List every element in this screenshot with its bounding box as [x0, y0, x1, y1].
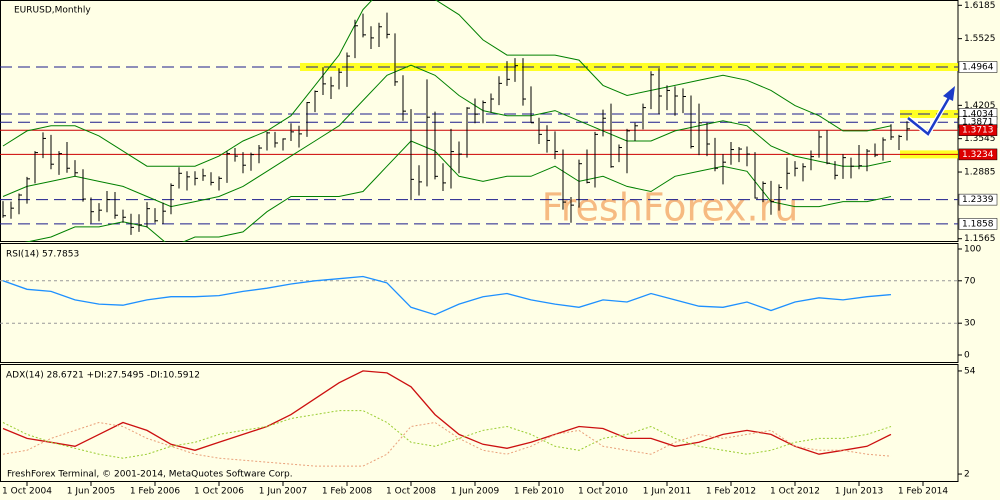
pane-plot — [0, 0, 958, 242]
pane-plot — [2, 370, 892, 467]
level-box — [958, 124, 998, 136]
y-tick-label: 70 — [964, 276, 976, 286]
x-tick-label: 1 Oct 2004 — [2, 487, 52, 497]
x-tick-label: 1 Feb 2010 — [514, 487, 565, 497]
bollinger-band — [2, 0, 892, 167]
y-tick-label: 2 — [964, 470, 970, 480]
x-tick-label: 1 Feb 2006 — [130, 487, 181, 497]
level-label: 1.3234 — [962, 150, 994, 160]
level-label: 1.4964 — [962, 62, 994, 72]
x-tick-label: 1 Oct 2012 — [770, 487, 820, 497]
level-label: 1.3871 — [962, 118, 994, 128]
level-label: 1.2339 — [962, 195, 994, 205]
level-label: 1.4034 — [962, 109, 994, 119]
y-tick-label: 100 — [964, 244, 981, 254]
y-tick-label: 30 — [964, 319, 976, 329]
y-tick-label: 54 — [964, 366, 976, 376]
watermark: FreshForex.ru — [542, 186, 799, 230]
pane-title: RSI(14) 57.7853 — [6, 250, 79, 260]
x-tick-label: 1 Jun 2005 — [67, 487, 115, 497]
x-tick-label: 1 Jun 2009 — [451, 487, 500, 497]
pane-title: EURUSD,Monthly — [14, 6, 91, 16]
rsi-pane — [0, 243, 959, 363]
y-tick-label: 1.6185 — [964, 1, 996, 11]
pane-plot — [0, 275, 958, 324]
indicator-line — [2, 370, 892, 455]
x-tick-label: 1 Oct 2008 — [386, 487, 436, 497]
forecast-arrow — [906, 86, 955, 138]
y-tick-label: 1.5525 — [964, 34, 996, 44]
bollinger-band — [2, 64, 892, 208]
indicator-line — [2, 275, 892, 316]
indicator-line — [2, 421, 892, 467]
y-tick-label: 1.4205 — [964, 101, 996, 111]
y-tick-label: 0 — [964, 351, 970, 361]
y-tick-label: 1.3545 — [964, 134, 996, 144]
x-tick-label: 1 Jun 2011 — [643, 487, 691, 497]
level-box — [958, 218, 998, 230]
bollinger-band — [24, 140, 892, 242]
x-tick-label: 1 Oct 2006 — [194, 487, 244, 497]
x-tick-label: 1 Jun 2007 — [259, 487, 307, 497]
level-box — [958, 193, 998, 206]
y-tick-label: 1.2885 — [964, 168, 996, 178]
pane-title: ADX(14) 28.6721 +DI:27.5495 -DI:10.5912 — [6, 371, 200, 381]
x-tick-label: 1 Feb 2012 — [706, 487, 756, 497]
copyright: FreshForex Terminal, © 2001-2014, MetaQu… — [7, 470, 293, 480]
y-tick-label: 1.1565 — [964, 234, 996, 244]
x-tick-label: 1 Feb 2014 — [898, 487, 949, 497]
x-tick-label: 1 Feb 2008 — [322, 487, 373, 497]
level-label: 1.1858 — [962, 219, 994, 229]
x-tick-label: 1 Oct 2010 — [578, 487, 628, 497]
level-box — [958, 148, 998, 161]
level-box — [958, 61, 998, 73]
price-pane — [0, 0, 959, 242]
level-highlight — [300, 62, 958, 71]
level-label: 1.3713 — [962, 126, 994, 136]
x-tick-label: 1 Jun 2013 — [835, 487, 883, 497]
adx-pane — [0, 364, 959, 482]
